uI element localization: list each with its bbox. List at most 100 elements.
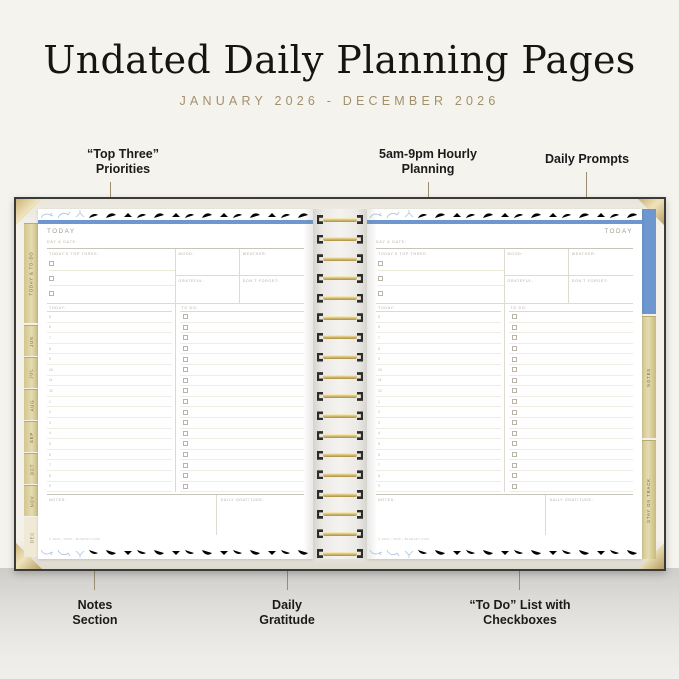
hour-row[interactable]: 4 <box>47 429 172 440</box>
todo-row[interactable] <box>508 482 633 493</box>
mood-cell-left[interactable]: MOOD: <box>175 249 240 276</box>
hour-row[interactable]: 9 <box>47 482 172 493</box>
todo-row[interactable] <box>179 418 304 429</box>
checkbox-icon[interactable] <box>511 473 517 479</box>
checkbox-icon[interactable] <box>511 452 517 458</box>
todo-row[interactable] <box>179 439 304 450</box>
checkbox-icon[interactable] <box>511 420 517 426</box>
checkbox-icon[interactable] <box>511 399 517 405</box>
tab-today-to-do[interactable]: TODAY & TO-DO <box>24 223 39 323</box>
todo-row[interactable] <box>508 333 633 344</box>
mood-cell-right[interactable]: MOOD: <box>504 249 569 276</box>
todo-row[interactable] <box>179 397 304 408</box>
checkbox-icon[interactable] <box>182 483 188 489</box>
todo-row[interactable] <box>179 323 304 334</box>
todo-row[interactable] <box>179 312 304 323</box>
todo-row[interactable] <box>508 365 633 376</box>
checkbox-icon[interactable] <box>182 388 188 394</box>
checkbox-icon[interactable] <box>182 314 188 320</box>
todo-row[interactable] <box>508 460 633 471</box>
checkbox-icon[interactable] <box>511 346 517 352</box>
todo-row[interactable] <box>179 482 304 493</box>
todo-row[interactable] <box>508 450 633 461</box>
checkbox-icon[interactable] <box>182 356 188 362</box>
hour-row[interactable]: 8 <box>376 471 501 482</box>
checkbox-icon[interactable] <box>511 409 517 415</box>
checkbox-icon[interactable] <box>49 275 54 281</box>
tab-oct[interactable]: OCT <box>24 453 39 484</box>
top-three-row[interactable] <box>378 256 504 271</box>
checkbox-icon[interactable] <box>511 441 517 447</box>
notes-section-left[interactable]: NOTES: <box>47 495 217 536</box>
checkbox-icon[interactable] <box>182 399 188 405</box>
grateful-cell-left[interactable]: GRATEFUL: <box>176 276 240 303</box>
todo-row[interactable] <box>179 376 304 387</box>
hour-row[interactable]: 7 <box>376 460 501 471</box>
tab-stay-on-track[interactable]: STAY ON TRACK <box>641 440 656 559</box>
hour-row[interactable]: 6 <box>376 323 501 334</box>
hour-row[interactable]: 6 <box>47 450 172 461</box>
hour-row[interactable]: 9 <box>376 354 501 365</box>
weather-cell-left[interactable]: WEATHER: <box>239 249 304 276</box>
checkbox-icon[interactable] <box>511 356 517 362</box>
todo-row[interactable] <box>179 386 304 397</box>
checkbox-icon[interactable] <box>511 462 517 468</box>
checkbox-icon[interactable] <box>511 367 517 373</box>
top-three-row[interactable] <box>49 286 175 301</box>
hour-row[interactable]: 2 <box>376 407 501 418</box>
todo-row[interactable] <box>508 429 633 440</box>
checkbox-icon[interactable] <box>182 367 188 373</box>
hour-row[interactable]: 7 <box>47 460 172 471</box>
checkbox-icon[interactable] <box>182 462 188 468</box>
checkbox-icon[interactable] <box>49 291 54 296</box>
hour-row[interactable]: 5 <box>47 439 172 450</box>
gratitude-section-right[interactable]: DAILY GRATITUDE: <box>546 495 633 535</box>
checkbox-icon[interactable] <box>511 314 517 320</box>
todo-row[interactable] <box>508 323 633 334</box>
todo-row[interactable] <box>508 439 633 450</box>
checkbox-icon[interactable] <box>182 409 188 415</box>
checkbox-icon[interactable] <box>49 260 54 266</box>
checkbox-icon[interactable] <box>182 324 188 330</box>
hour-row[interactable]: 6 <box>47 323 172 334</box>
tab-right-top[interactable] <box>641 209 656 314</box>
hour-row[interactable]: 6 <box>376 450 501 461</box>
checkbox-icon[interactable] <box>378 275 383 281</box>
top-three-row[interactable] <box>49 271 175 286</box>
weather-cell-right[interactable]: WEATHER: <box>568 249 633 276</box>
hour-row[interactable]: 1 <box>376 397 501 408</box>
todo-row[interactable] <box>179 354 304 365</box>
hour-row[interactable]: 8 <box>47 471 172 482</box>
checkbox-icon[interactable] <box>182 420 188 426</box>
checkbox-icon[interactable] <box>182 335 188 341</box>
hour-row[interactable]: 11 <box>47 376 172 387</box>
todo-row[interactable] <box>508 407 633 418</box>
hour-row[interactable]: 8 <box>47 344 172 355</box>
checkbox-icon[interactable] <box>182 473 188 479</box>
tab-jul[interactable]: JUL <box>24 357 39 388</box>
checkbox-icon[interactable] <box>182 377 188 383</box>
todo-row[interactable] <box>508 418 633 429</box>
hour-row[interactable]: 10 <box>47 365 172 376</box>
checkbox-icon[interactable] <box>511 377 517 383</box>
checkbox-icon[interactable] <box>511 483 517 489</box>
hour-row[interactable]: 5 <box>376 312 501 323</box>
todo-row[interactable] <box>179 429 304 440</box>
hour-row[interactable]: 4 <box>376 429 501 440</box>
top-three-row[interactable] <box>378 286 504 301</box>
todo-row[interactable] <box>179 365 304 376</box>
hour-row[interactable]: 11 <box>376 376 501 387</box>
checkbox-icon[interactable] <box>511 324 517 330</box>
todo-row[interactable] <box>508 376 633 387</box>
todo-row[interactable] <box>179 344 304 355</box>
hour-row[interactable]: 8 <box>376 344 501 355</box>
checkbox-icon[interactable] <box>511 430 517 436</box>
gratitude-section-left[interactable]: DAILY GRATITUDE: <box>217 495 304 535</box>
checkbox-icon[interactable] <box>511 388 517 394</box>
todo-row[interactable] <box>508 471 633 482</box>
checkbox-icon[interactable] <box>182 430 188 436</box>
hour-row[interactable]: 3 <box>47 418 172 429</box>
tab-jun[interactable]: JUN <box>24 325 39 356</box>
tab-notes[interactable]: NOTES <box>641 316 656 438</box>
hour-row[interactable]: 12 <box>47 386 172 397</box>
